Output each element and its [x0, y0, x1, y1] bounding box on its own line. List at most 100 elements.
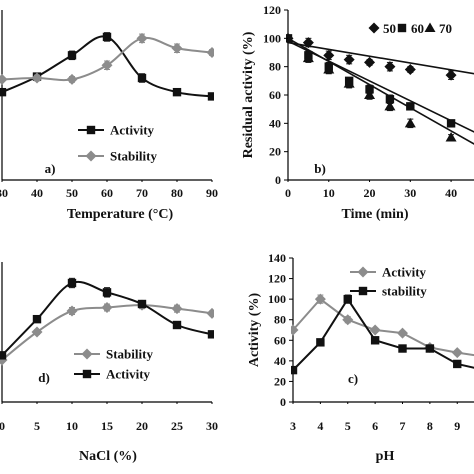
data-point-temperature-1-5	[171, 42, 183, 54]
data-point-time-0-1	[302, 37, 314, 49]
x-tick-label-time-4: 40	[445, 186, 457, 200]
legend-label-ph-0: Activity	[382, 265, 427, 280]
series-line-ph-0	[292, 297, 474, 357]
data-point-ph-1-2	[343, 294, 352, 304]
panel-label-time: b)	[314, 161, 326, 176]
y-tick-label-ph-0: 0	[280, 395, 286, 409]
data-point-time-0-2	[323, 49, 335, 61]
data-point-temperature-1-3	[101, 59, 113, 71]
data-point-ph-1-5	[425, 344, 435, 353]
data-point-ph-1-1	[316, 338, 325, 347]
data-point-time-1-5	[385, 95, 395, 104]
data-point-time-0-5	[384, 61, 396, 73]
data-point-time-0-6	[404, 64, 416, 75]
data-point-temperature-1-4	[136, 32, 148, 44]
x-tick-label-ph-3: 6	[372, 419, 378, 433]
data-point-time-1-4	[365, 85, 374, 94]
legend-label-ph-1: stability	[382, 284, 427, 299]
y-tick-label-time-1: 20	[269, 145, 281, 159]
y-tick-label-time-6: 120	[263, 3, 281, 17]
panel-label-temperature: a)	[45, 161, 56, 176]
data-point-time-2-6	[404, 117, 416, 128]
x-tick-label-temperature-0: 30	[0, 186, 8, 200]
y-tick-label-ph-5: 100	[268, 292, 286, 306]
y-tick-label-time-5: 100	[263, 31, 281, 45]
series-temperature-1	[0, 32, 214, 85]
series-time-0	[286, 32, 474, 81]
x-tick-label-nacl-4: 20	[136, 419, 148, 433]
y-tick-label-time-4: 80	[269, 60, 281, 74]
panel-label-ph: c)	[348, 371, 358, 386]
x-tick-label-ph-0: 3	[290, 419, 296, 433]
data-point-temperature-1-2	[66, 73, 78, 85]
x-axis-title-time: Time (min)	[341, 207, 408, 222]
data-point-nacl-0-3	[101, 302, 113, 313]
data-point-temperature-0-2	[67, 51, 77, 60]
data-point-ph-1-6	[453, 359, 462, 369]
legend-label-temperature-0: Activity	[110, 123, 155, 138]
legend-marker-time-1	[397, 23, 407, 33]
trend-line-time-2	[287, 37, 474, 145]
data-point-ph-0-1	[314, 293, 326, 305]
data-point-nacl-1-3	[102, 288, 112, 297]
y-tick-label-ph-6: 120	[268, 272, 286, 286]
data-point-temperature-1-0	[0, 73, 8, 85]
legend-marker-ph-1	[358, 286, 368, 296]
x-tick-label-temperature-6: 90	[206, 186, 218, 200]
legend-label-nacl-0: Stability	[106, 347, 153, 362]
data-point-ph-1-0	[291, 365, 298, 375]
legend-marker-temperature-0	[86, 125, 96, 135]
legend-label-time-1: 60	[411, 21, 424, 36]
x-axis-title-ph: pH	[376, 449, 395, 464]
x-tick-label-time-2: 20	[364, 186, 376, 200]
data-point-temperature-0-0	[0, 87, 7, 97]
data-point-nacl-1-5	[172, 320, 182, 330]
data-point-ph-0-2	[342, 314, 354, 326]
x-tick-label-ph-2: 5	[345, 419, 351, 433]
x-tick-label-time-1: 10	[323, 186, 335, 200]
data-point-time-2-0	[286, 32, 294, 43]
chart-temperature: 30 40 50 60 70 80 90 Activity Stability a) Tempera…	[0, 10, 218, 222]
legend-marker-time-2	[424, 22, 436, 32]
series-ph-1	[291, 294, 474, 375]
data-point-nacl-1-1	[32, 314, 42, 324]
data-point-nacl-1-4	[137, 299, 147, 309]
plot-area-nacl	[0, 262, 214, 404]
x-tick-label-ph-5: 8	[427, 419, 433, 433]
data-point-time-2-3	[343, 78, 355, 88]
data-point-time-0-4	[364, 56, 376, 68]
data-point-nacl-0-1	[31, 326, 43, 338]
data-point-time-2-5	[384, 100, 396, 111]
data-point-time-2-4	[364, 89, 376, 99]
x-tick-label-time-3: 30	[404, 186, 416, 200]
trend-line-time-1	[287, 40, 474, 133]
trend-line-time-0	[287, 41, 474, 75]
y-tick-label-ph-1: 20	[274, 374, 286, 388]
legend-label-time-0: 50	[383, 21, 396, 36]
series-time-2	[286, 32, 474, 145]
data-point-ph-0-4	[397, 327, 408, 339]
panel-label-nacl: d)	[38, 370, 50, 385]
x-tick-label-ph-4: 7	[400, 419, 406, 433]
x-tick-label-nacl-1: 5	[34, 419, 40, 433]
y-tick-label-time-2: 40	[269, 116, 281, 130]
x-tick-label-ph-1: 4	[317, 419, 323, 433]
data-point-temperature-0-6	[207, 92, 214, 101]
x-tick-label-temperature-5: 80	[171, 186, 183, 200]
data-point-time-2-1	[302, 52, 314, 63]
x-tick-label-temperature-3: 60	[101, 186, 113, 200]
series-nacl-1	[0, 277, 214, 360]
x-tick-label-time-0: 0	[285, 186, 291, 200]
data-point-time-0-3	[343, 54, 355, 66]
data-point-temperature-1-1	[31, 72, 43, 84]
data-point-ph-1-4	[398, 344, 407, 353]
legend-marker-temperature-1	[85, 150, 97, 162]
x-tick-label-nacl-2: 10	[66, 419, 78, 433]
x-tick-label-temperature-1: 40	[31, 186, 43, 200]
data-point-ph-1-3	[370, 336, 380, 345]
chart-ph: 34567891011020406080100120140Activitysta…	[247, 251, 474, 464]
x-tick-label-nacl-3: 15	[101, 419, 113, 433]
data-point-time-1-6	[406, 102, 415, 111]
x-tick-label-temperature-2: 50	[66, 186, 78, 200]
